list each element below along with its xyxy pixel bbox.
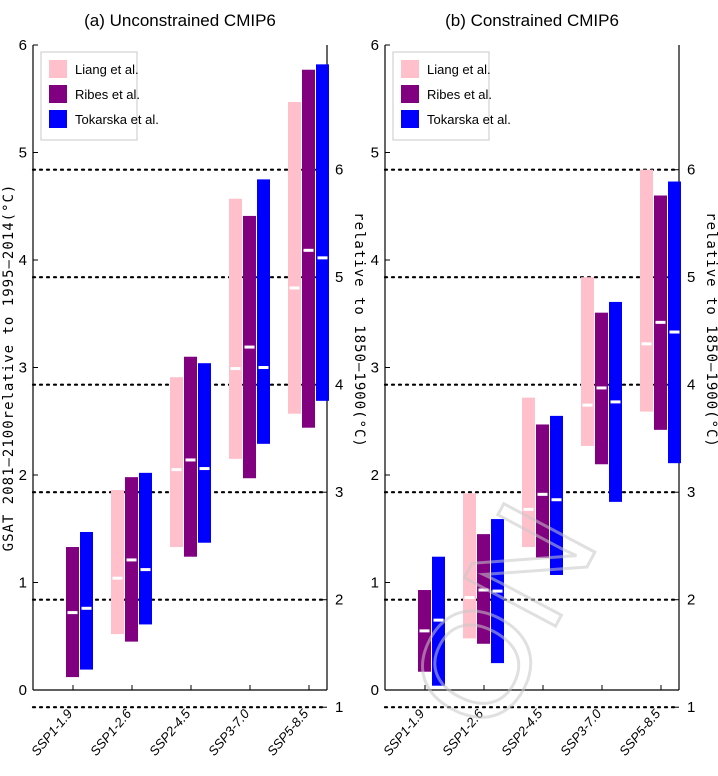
legend-swatch (401, 110, 419, 128)
range-bar (550, 415, 563, 575)
left-tick-label: 5 (19, 145, 27, 162)
median-mark (669, 330, 680, 334)
left-tick-label: 3 (371, 360, 379, 377)
right-axis-label: relative to 1850–1900(°C) (351, 212, 367, 448)
left-tick-label: 0 (19, 682, 27, 699)
right-tick-label: 5 (335, 269, 343, 286)
left-tick-label: 6 (19, 37, 27, 54)
legend-swatch (401, 60, 419, 78)
median-mark (641, 342, 652, 346)
left-tick-label: 2 (19, 467, 27, 484)
median-mark (655, 320, 666, 324)
range-bar (288, 101, 301, 414)
range-bar (581, 277, 594, 446)
left-tick-label: 4 (371, 252, 379, 269)
right-tick-label: 3 (335, 484, 343, 501)
median-mark (492, 589, 503, 593)
range-bar (654, 195, 667, 430)
legend-swatch (401, 85, 419, 103)
left-tick-label: 0 (371, 682, 379, 699)
right-tick-label: 2 (687, 592, 695, 609)
right-tick-label: 4 (687, 377, 695, 394)
median-mark (244, 345, 255, 349)
median-mark (126, 558, 137, 562)
legend-label: Liang et al. (75, 62, 139, 77)
y-axis-label: GSAT 2081–2100relative to 1995–2014(°C) (1, 184, 17, 552)
right-tick-label: 6 (335, 162, 343, 179)
median-mark (171, 468, 182, 472)
range-bar (302, 69, 315, 428)
range-bar (198, 363, 211, 543)
right-tick-label: 6 (687, 162, 695, 179)
left-tick-label: 4 (19, 252, 27, 269)
median-mark (478, 588, 489, 592)
legend-label: Ribes et al. (75, 87, 140, 102)
median-mark (537, 492, 548, 496)
median-mark (67, 611, 78, 615)
legend-swatch (49, 110, 67, 128)
range-bar (668, 181, 681, 464)
legend-label: Ribes et al. (427, 87, 492, 102)
left-tick-label: 1 (371, 575, 379, 592)
range-bar (139, 472, 152, 625)
median-mark (464, 596, 475, 600)
right-tick-label: 3 (687, 484, 695, 501)
right-tick-label: 1 (335, 699, 343, 716)
median-mark (81, 606, 92, 610)
median-mark (230, 367, 241, 371)
median-mark (419, 629, 430, 633)
median-mark (582, 403, 593, 407)
right-tick-label: 2 (335, 592, 343, 609)
range-bar (170, 377, 183, 548)
range-bar (229, 198, 242, 459)
median-mark (317, 256, 328, 260)
right-tick-label: 1 (687, 699, 695, 716)
left-tick-label: 2 (371, 467, 379, 484)
range-bar (80, 531, 93, 670)
range-bar (111, 490, 124, 635)
left-tick-label: 6 (371, 37, 379, 54)
median-mark (610, 400, 621, 404)
panel-title: (b) Constrained CMIP6 (445, 11, 619, 30)
panel-title: (a) Unconstrained CMIP6 (84, 11, 276, 30)
median-mark (551, 498, 562, 502)
range-bar (316, 64, 329, 401)
median-mark (112, 576, 123, 580)
median-mark (523, 507, 534, 511)
legend-label: Liang et al. (427, 62, 491, 77)
legend-label: Tokarska et al. (427, 112, 511, 127)
range-bar (257, 179, 270, 444)
right-axis-label: relative to 1850–1900(°C) (703, 212, 718, 448)
median-mark (199, 467, 210, 471)
legend-label: Tokarska et al. (75, 112, 159, 127)
left-tick-label: 1 (19, 575, 27, 592)
left-tick-label: 5 (371, 145, 379, 162)
range-bar (184, 356, 197, 557)
legend-swatch (49, 60, 67, 78)
median-mark (185, 458, 196, 462)
median-mark (258, 366, 269, 369)
range-bar (640, 169, 653, 412)
legend-swatch (49, 85, 67, 103)
median-mark (289, 286, 300, 290)
range-bar (536, 424, 549, 558)
range-bar (463, 493, 476, 639)
median-mark (433, 618, 444, 622)
median-mark (303, 248, 314, 252)
median-mark (140, 568, 151, 572)
right-tick-label: 5 (687, 269, 695, 286)
left-tick-label: 3 (19, 360, 27, 377)
right-tick-label: 4 (335, 377, 343, 394)
median-mark (596, 386, 607, 390)
